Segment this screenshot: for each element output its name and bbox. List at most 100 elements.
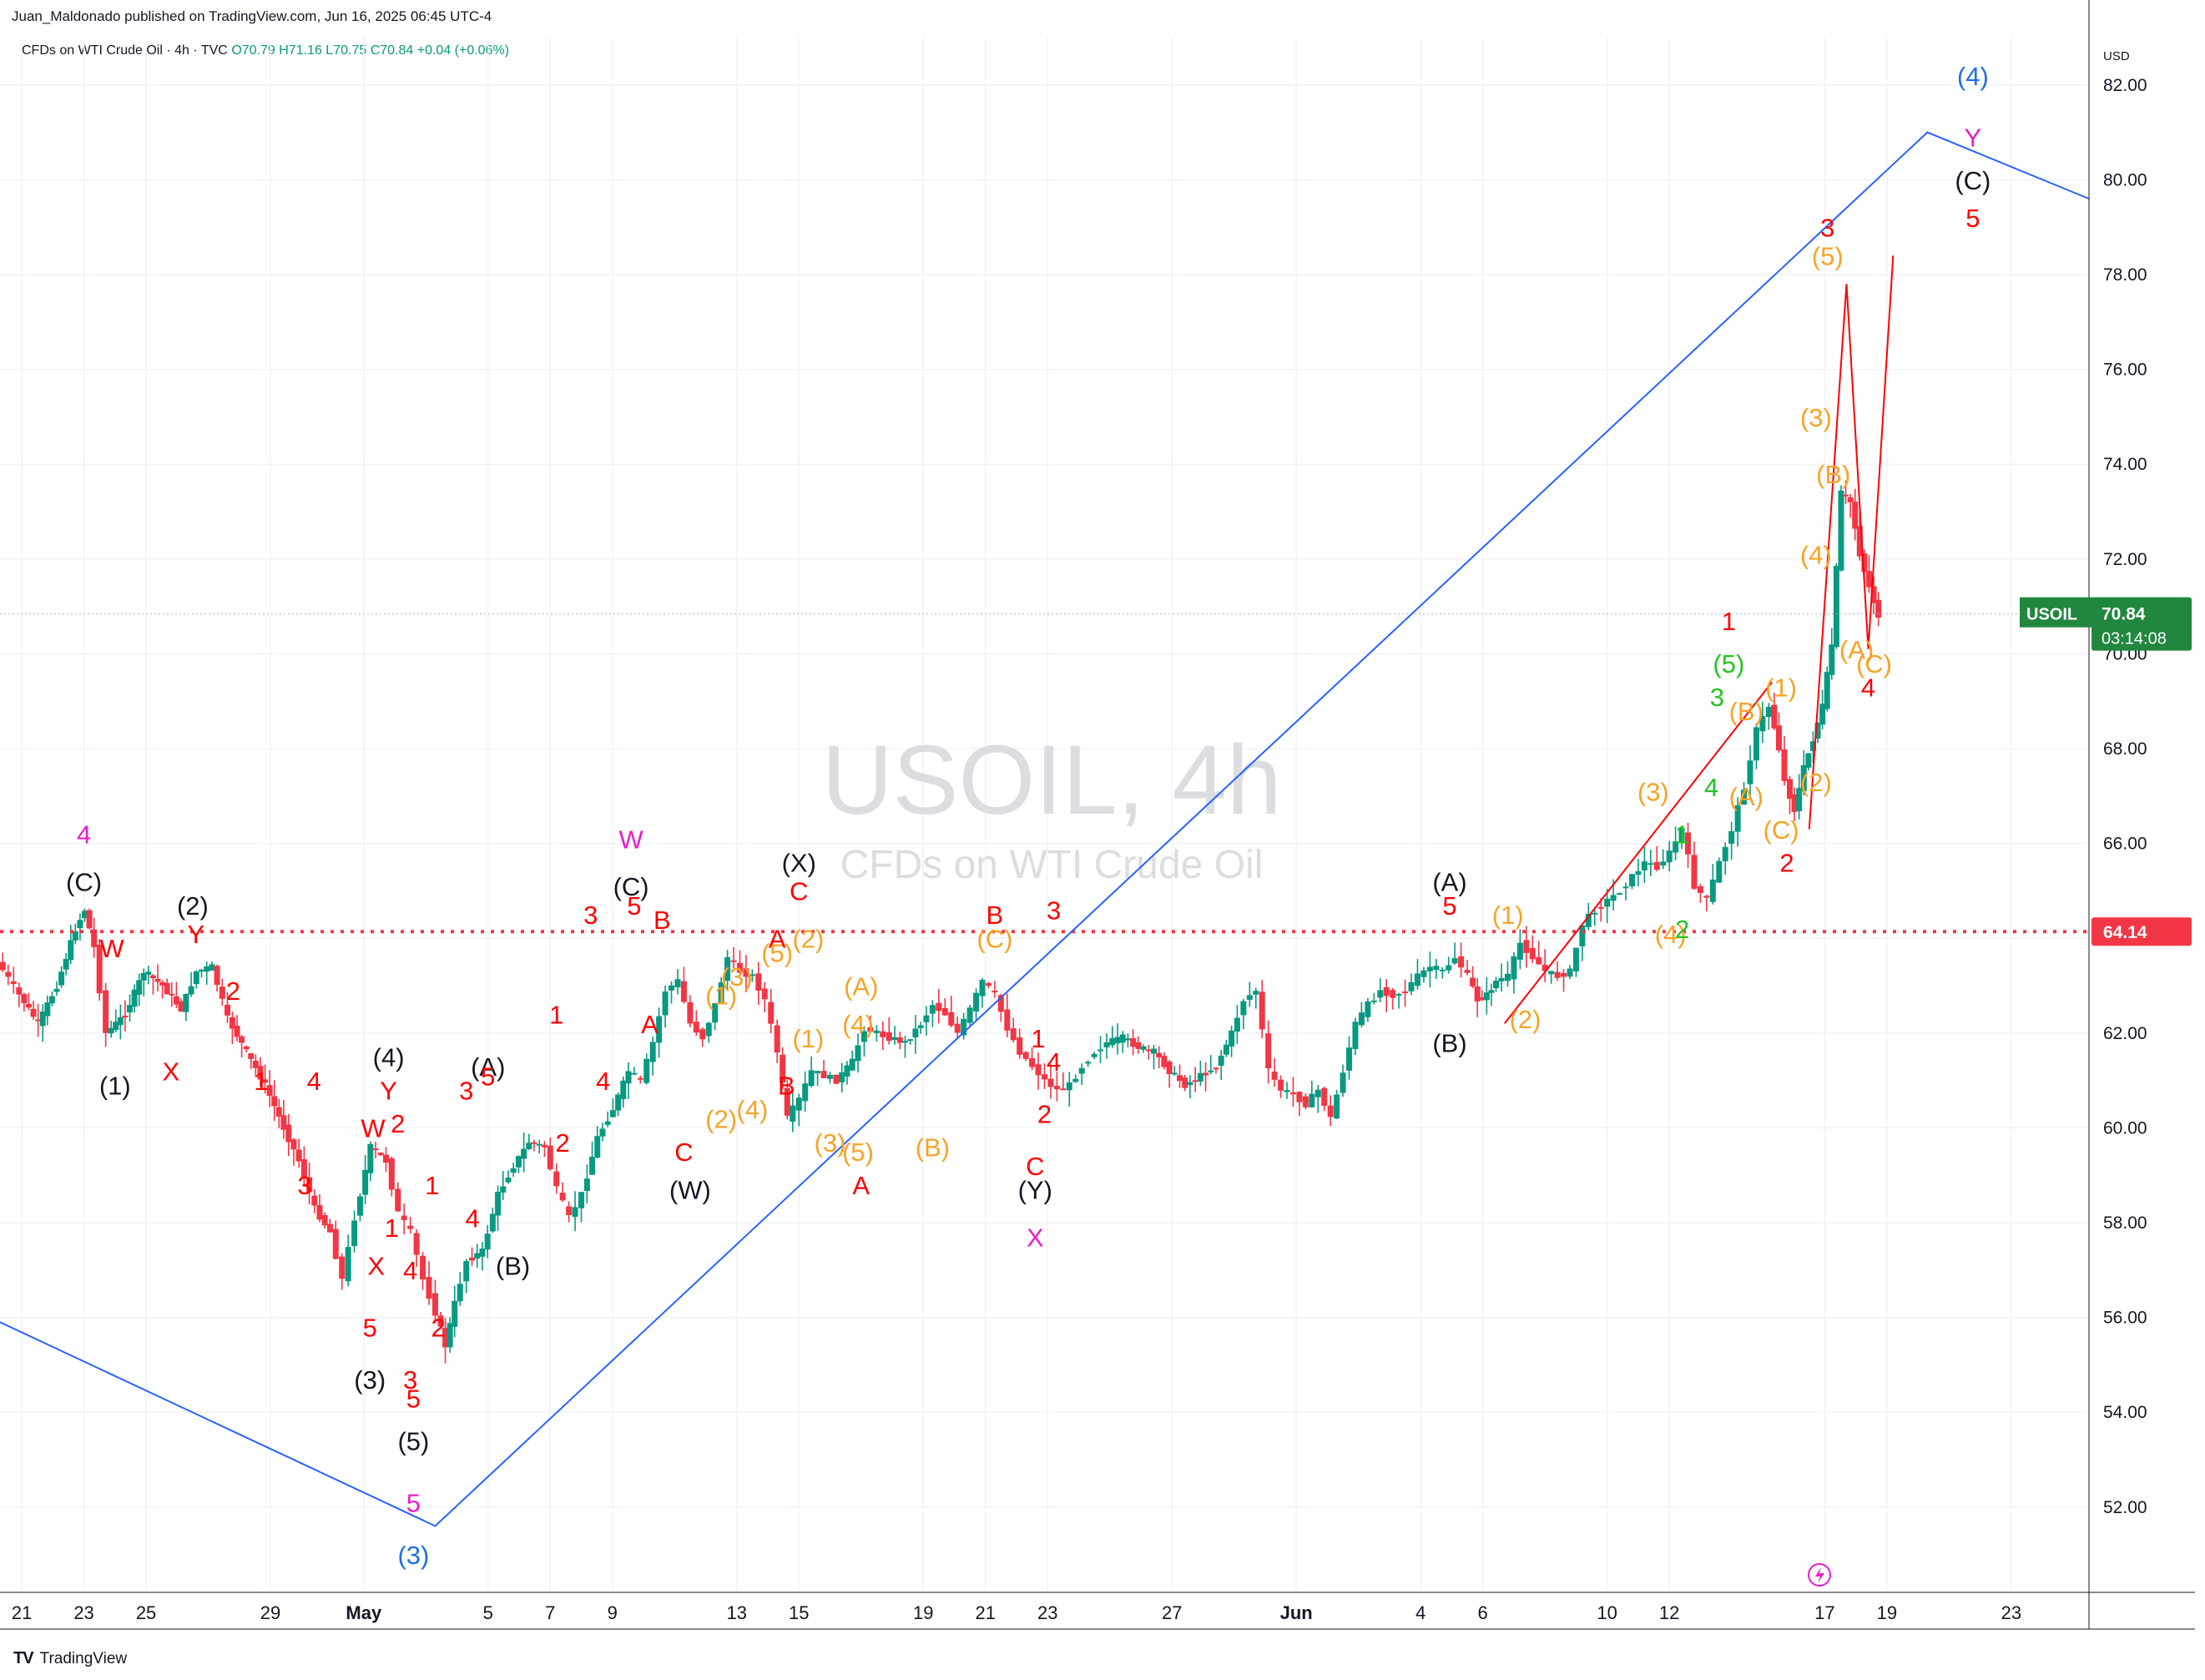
candle-body — [252, 1060, 259, 1068]
symbol-description[interactable]: CFDs on WTI Crude Oil · 4h · TVC — [22, 43, 228, 58]
candle-body — [81, 911, 88, 919]
wave-label: 1 — [1675, 820, 1689, 850]
ohlc-change: +0.04 (+0.06%) — [416, 43, 510, 58]
candle-body — [178, 1001, 184, 1012]
candle-body — [536, 1143, 542, 1146]
wave-label: (B) — [1729, 697, 1763, 726]
candle-body — [687, 1001, 694, 1024]
wave-label: (A) — [844, 971, 878, 1001]
wave-label: (3) — [1637, 777, 1669, 806]
time-tick-label: 17 — [1814, 1602, 1834, 1623]
candle-body — [578, 1192, 585, 1208]
wave-label: (3) — [354, 1365, 386, 1395]
candle-body — [257, 1066, 264, 1080]
wave-label: (2) — [705, 1104, 737, 1133]
candle-body — [86, 910, 93, 929]
candle-body — [16, 987, 23, 995]
candle-body — [790, 1105, 796, 1122]
candle-body — [1022, 1052, 1029, 1059]
price-tick-label: 60.00 — [2103, 1118, 2147, 1138]
candle-body — [873, 1030, 880, 1033]
candle-body — [705, 1022, 712, 1037]
candle-body — [1192, 1080, 1198, 1082]
candle-body — [620, 1080, 627, 1100]
candle-body — [234, 1025, 240, 1037]
candle-body — [479, 1249, 486, 1257]
candle-body — [973, 992, 980, 1012]
wave-label: 1 — [425, 1171, 439, 1200]
candle-body — [1875, 599, 1882, 618]
wave-label: 2 — [431, 1313, 446, 1342]
candle-body — [30, 1008, 37, 1017]
wave-label: 4 — [403, 1256, 417, 1285]
candle-body — [44, 1002, 51, 1017]
wave-label: (4) — [842, 1010, 874, 1039]
wave-label: B — [986, 901, 1004, 930]
flash-event-icon — [1808, 1563, 1831, 1587]
candle-body — [1352, 1022, 1359, 1049]
candle-body — [583, 1178, 590, 1191]
time-tick-label: May — [346, 1602, 382, 1623]
candle-body — [553, 1171, 560, 1187]
wave-label: X — [367, 1251, 385, 1280]
wave-label: W — [618, 825, 643, 854]
wave-label: (1) — [792, 1024, 824, 1053]
candle-body — [1474, 986, 1481, 1001]
wave-label: 4 — [1861, 674, 1875, 703]
tradingview-brand[interactable]: TV TradingView — [13, 1649, 127, 1668]
candle-body — [896, 1037, 903, 1043]
candle-body — [239, 1036, 245, 1043]
time-tick-label: 21 — [12, 1602, 32, 1623]
wave-label: 1 — [254, 1067, 268, 1096]
candle-body — [1109, 1038, 1116, 1046]
wave-label: (4) — [736, 1095, 768, 1124]
candle-body — [1567, 968, 1573, 977]
wave-label: (C) — [1856, 649, 1892, 679]
wave-label: (2) — [177, 891, 209, 921]
wave-label: 5 — [481, 1062, 495, 1091]
candle-body — [1420, 970, 1427, 977]
wave-label: (1) — [1492, 901, 1524, 930]
ohlc-open: O70.79 — [231, 43, 275, 58]
candle-body — [1346, 1047, 1353, 1071]
wave-label: (4) — [1957, 62, 1989, 91]
candle-body — [1177, 1075, 1183, 1082]
price-tag-countdown: 03:14:08 — [2102, 630, 2167, 648]
time-tick-label: 6 — [1478, 1602, 1488, 1623]
candle-body — [1451, 958, 1458, 964]
candle-body — [855, 1045, 861, 1062]
wave-label: Y — [1965, 124, 1982, 153]
candle-body — [1579, 925, 1586, 946]
wave-label: (5) — [1812, 242, 1844, 271]
candle-body — [929, 1005, 936, 1014]
candle-body — [1182, 1077, 1188, 1088]
wave-label: 2 — [1037, 1100, 1052, 1129]
wave-label: X — [1027, 1223, 1044, 1252]
candle-body — [280, 1115, 287, 1130]
candle-body — [1791, 794, 1798, 812]
wave-label: (5) — [842, 1138, 874, 1167]
wave-label: (3) — [815, 1128, 846, 1158]
candle-body — [907, 1039, 914, 1042]
wave-label: (2) — [792, 925, 824, 954]
candle-body — [452, 1300, 458, 1327]
candle-body — [891, 1037, 898, 1041]
wave-label: 4 — [596, 1067, 610, 1096]
candle-body — [345, 1247, 351, 1282]
wave-label: (3) — [721, 962, 753, 991]
candle-body — [1703, 895, 1710, 898]
time-tick-label: Jun — [1280, 1602, 1313, 1623]
wave-label: 2 — [226, 976, 240, 1006]
candle-body — [531, 1142, 537, 1144]
candle-body — [961, 1018, 967, 1036]
candle-body — [1856, 526, 1863, 557]
wave-label: (5) — [761, 939, 793, 968]
candle-body — [505, 1178, 512, 1183]
candle-body — [625, 1071, 632, 1084]
candle-body — [1814, 723, 1821, 739]
red-structure-a — [1503, 681, 1773, 1025]
candle-body — [1309, 1093, 1315, 1107]
wave-label: (B) — [1432, 1028, 1466, 1057]
